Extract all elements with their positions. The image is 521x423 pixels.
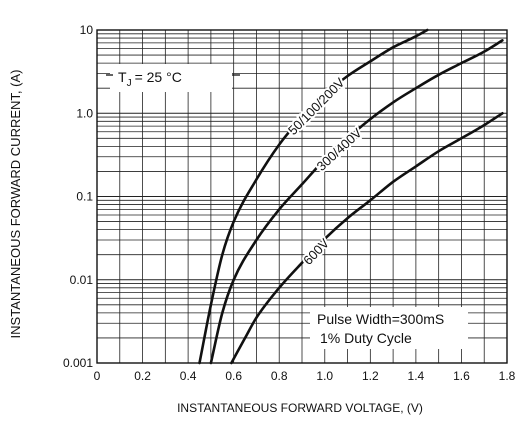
tj-subscript: J xyxy=(127,78,132,89)
y-tick-label: 1.0 xyxy=(76,106,93,120)
tj-annotation: TJ = 25 °C xyxy=(106,64,240,92)
x-tick-label: 1.2 xyxy=(362,369,379,383)
x-axis-label: INSTANTANEOUS FORWARD VOLTAGE, (V) xyxy=(177,401,423,415)
series-label: 50/100/200V xyxy=(285,75,348,138)
y-tick-label: 0.01 xyxy=(70,273,94,287)
x-tick-label: 0 xyxy=(94,369,101,383)
tj-symbol: T xyxy=(118,69,127,85)
x-tick-label: 0.6 xyxy=(225,369,242,383)
pulse-width-label: Pulse Width=300mS xyxy=(317,311,444,327)
plot-area-frame xyxy=(96,29,508,364)
series-curve xyxy=(209,39,504,365)
y-tick-label: 0.001 xyxy=(63,356,93,370)
curves xyxy=(198,28,504,365)
y-tick-label: 10 xyxy=(80,23,94,37)
y-axis-label: INSTANTANEOUS FORWARD CURRENT, (A) xyxy=(8,70,23,339)
x-tick-label: 0.8 xyxy=(271,369,288,383)
x-tick-label: 0.4 xyxy=(180,369,197,383)
y-tick-label: 0.1 xyxy=(76,190,93,204)
x-tick-label: 1.8 xyxy=(499,369,516,383)
x-tick-label: 1.6 xyxy=(453,369,470,383)
x-tick-label: 1.0 xyxy=(316,369,333,383)
duty-cycle-label: 1% Duty Cycle xyxy=(320,330,412,346)
x-tick-label: 1.4 xyxy=(408,369,425,383)
pulse-annotation: Pulse Width=300mS 1% Duty Cycle xyxy=(310,307,468,349)
series-label: 300/400V xyxy=(314,125,365,174)
tick-labels: 0 0.2 0.4 0.6 0.8 1.0 1.2 1.4 1.6 1.8 0.001 0.01 0.1… xyxy=(63,23,516,383)
tj-value: = 25 °C xyxy=(135,69,182,85)
svg-text:TJ= 25 °C: TJ = 25 °C xyxy=(118,69,182,89)
series-curve xyxy=(230,112,504,365)
x-tick-label: 0.2 xyxy=(134,369,151,383)
series-curve xyxy=(198,28,429,365)
